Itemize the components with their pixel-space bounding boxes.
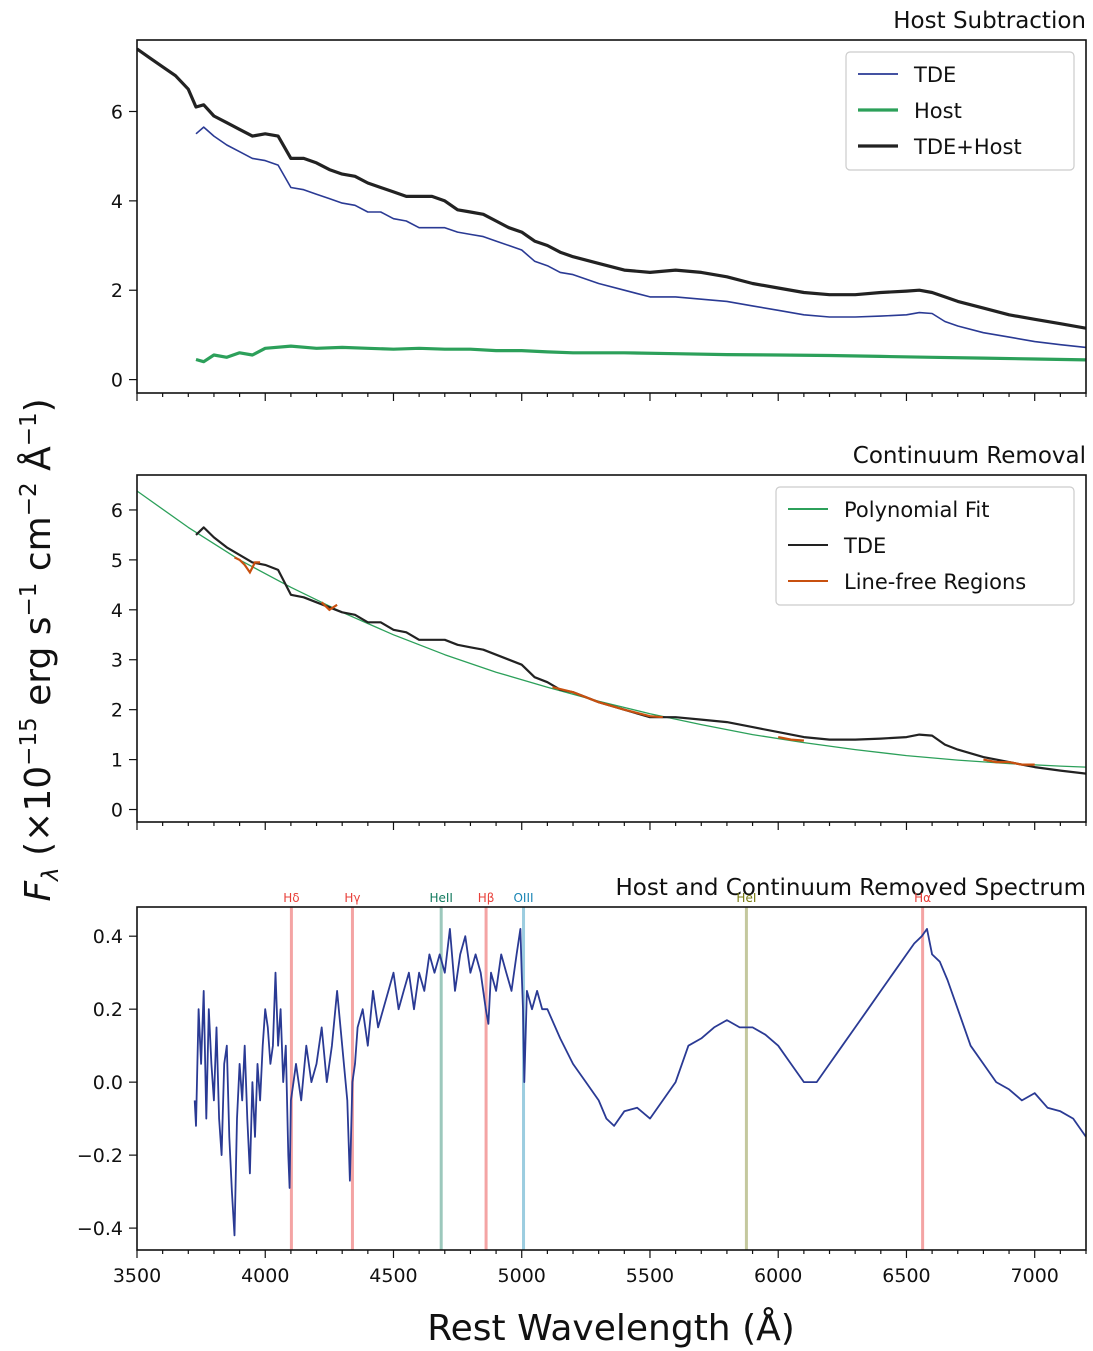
reference-line-label: Hδ xyxy=(283,891,299,905)
x-axis-label: Rest Wavelength (Å) xyxy=(427,1306,795,1349)
line-free-segment xyxy=(552,686,663,719)
legend-label: Line-free Regions xyxy=(844,570,1026,594)
panel-3: Host and Continuum Removed Spectrum Hδ Hγ H… xyxy=(77,875,1087,1287)
reference-line-label: Hγ xyxy=(344,891,360,905)
x-tick-label: 7000 xyxy=(1011,1265,1059,1287)
line-free-segment xyxy=(983,758,1035,766)
x-tick-label: 5500 xyxy=(626,1265,674,1287)
legend-label: TDE+Host xyxy=(913,135,1022,159)
panel-1: Host Subtraction 0 2 4 6 TDE Host TDE+Host xyxy=(111,8,1087,401)
x-tick-label: 6500 xyxy=(882,1265,930,1287)
x-tick-label: 5000 xyxy=(498,1265,546,1287)
y-tick-label: 4 xyxy=(111,600,123,622)
panel-title: Continuum Removal xyxy=(853,443,1086,469)
series-line xyxy=(195,344,1086,364)
reference-line-label: Hβ xyxy=(478,891,495,905)
line-free-segment xyxy=(777,736,804,742)
legend-label: TDE xyxy=(843,534,886,558)
legend: Polynomial Fit TDE Line-free Regions xyxy=(775,486,1075,606)
legend-box xyxy=(845,51,1075,171)
reference-line-label: HeII xyxy=(429,891,452,905)
x-tick-label: 3500 xyxy=(113,1265,161,1287)
y-tick-label: 6 xyxy=(111,500,123,522)
panel-title: Host and Continuum Removed Spectrum xyxy=(615,875,1086,901)
y-tick-label: 5 xyxy=(111,550,123,572)
reference-line-label: HeI xyxy=(736,891,756,905)
y-tick-label: 0.0 xyxy=(93,1072,123,1094)
legend-label: Host xyxy=(914,99,962,123)
y-tick-label: 2 xyxy=(111,280,123,302)
reference-line-label: OIII xyxy=(513,891,533,905)
plot-frame xyxy=(136,474,1087,823)
y-tick-label: −0.4 xyxy=(77,1218,123,1240)
y-tick-label: −0.2 xyxy=(77,1145,123,1167)
x-tick-label: 6000 xyxy=(754,1265,802,1287)
series-line xyxy=(137,47,1086,330)
legend-label: TDE xyxy=(913,63,956,87)
y-tick-label: 1 xyxy=(111,750,123,772)
x-tick-label: 4000 xyxy=(241,1265,289,1287)
y-tick-label: 0.2 xyxy=(93,999,123,1021)
legend: TDE Host TDE+Host xyxy=(845,51,1075,171)
series-line xyxy=(195,526,1086,775)
panel-2: Continuum Removal 0 1 2 3 4 5 6 Polynomial Fit TD… xyxy=(111,443,1087,830)
plot-frame xyxy=(136,39,1087,394)
line-free-segment xyxy=(320,601,338,612)
legend-label: Polynomial Fit xyxy=(844,498,989,522)
x-tick-label: 4500 xyxy=(369,1265,417,1287)
legend-box xyxy=(775,486,1075,606)
series-line xyxy=(137,490,1086,768)
y-tick-label: 6 xyxy=(111,101,123,123)
line-free-segment xyxy=(234,556,261,575)
plot-frame xyxy=(136,906,1087,1251)
y-tick-label: 4 xyxy=(111,191,123,213)
series-line xyxy=(195,126,1086,349)
y-tick-label: 0 xyxy=(111,800,123,822)
series-line xyxy=(193,928,1086,1237)
y-tick-label: 0 xyxy=(111,370,123,392)
y-tick-label: 3 xyxy=(111,650,123,672)
y-tick-label: 0.4 xyxy=(93,926,123,948)
y-tick-label: 2 xyxy=(111,700,123,722)
y-axis-label-text: Fλ (×10−15 erg s−1 cm−2 Å−1) xyxy=(16,398,64,901)
reference-line-label: Hα xyxy=(914,891,931,905)
panel-title: Host Subtraction xyxy=(893,8,1086,34)
y-axis-label: Fλ (×10−15 erg s−1 cm−2 Å−1) xyxy=(16,398,64,901)
